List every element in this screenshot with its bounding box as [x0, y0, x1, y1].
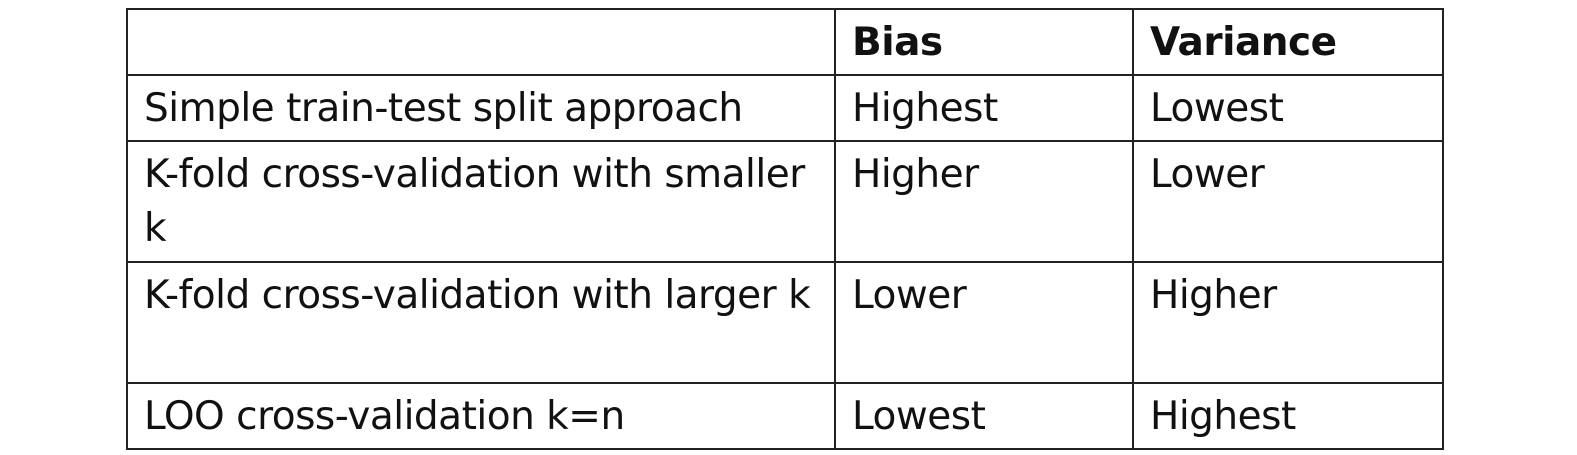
variance-cell: Lowest: [1132, 74, 1444, 142]
bias-cell: Higher: [834, 140, 1134, 263]
variance-cell: Highest: [1132, 382, 1444, 450]
header-cell-method: [126, 8, 836, 76]
variance-cell: Lower: [1132, 140, 1444, 263]
header-cell-variance: Variance: [1132, 8, 1444, 76]
table-row: K-fold cross-validation with smaller k H…: [126, 140, 1444, 263]
method-cell: K-fold cross-validation with larger k: [126, 261, 836, 384]
bias-cell: Highest: [834, 74, 1134, 142]
header-row: Bias Variance: [126, 8, 1444, 76]
header-cell-bias: Bias: [834, 8, 1134, 76]
bias-cell: Lowest: [834, 382, 1134, 450]
method-cell: K-fold cross-validation with smaller k: [126, 140, 836, 263]
method-cell: Simple train-test split approach: [126, 74, 836, 142]
table-row: Simple train-test split approach Highest…: [126, 74, 1444, 142]
table-row: K-fold cross-validation with larger k Lo…: [126, 261, 1444, 384]
table-row: LOO cross-validation k=n Lowest Highest: [126, 382, 1444, 450]
method-cell: LOO cross-validation k=n: [126, 382, 836, 450]
variance-cell: Higher: [1132, 261, 1444, 384]
bias-cell: Lower: [834, 261, 1134, 384]
bias-variance-table: Bias Variance Simple train-test split ap…: [126, 8, 1444, 450]
